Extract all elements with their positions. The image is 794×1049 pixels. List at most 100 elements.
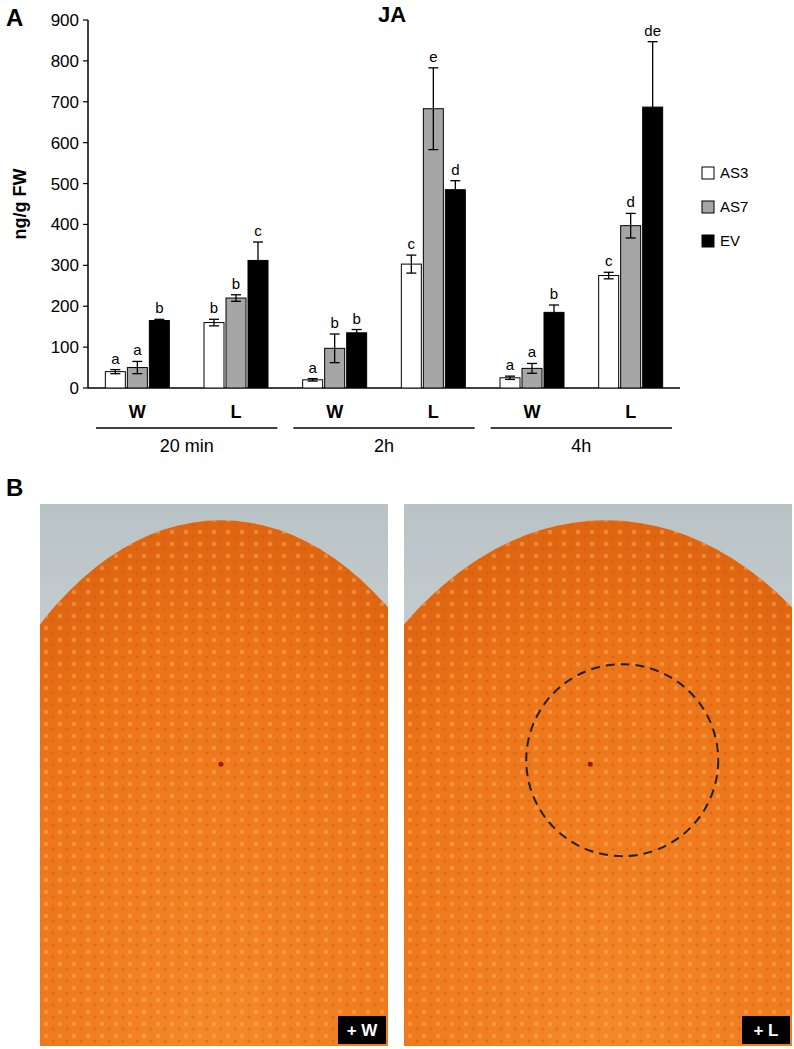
error-bar-cap — [231, 294, 241, 295]
error-bar-cap — [308, 380, 318, 381]
error-bar-cap — [209, 325, 219, 326]
error-bar-stem — [433, 68, 434, 150]
figure: AJAng/g FW0100200300400500600700800900ab… — [0, 0, 794, 1049]
group-bracket — [293, 427, 474, 428]
significance-letter: a — [528, 343, 537, 360]
bar — [226, 298, 246, 388]
y-tick — [83, 387, 88, 388]
error-bar-cap — [648, 172, 658, 173]
y-tick-label: 400 — [51, 215, 79, 234]
error-bar — [626, 213, 636, 238]
error-bar — [406, 255, 416, 273]
error-bar-stem — [137, 361, 138, 373]
error-bar-cap — [604, 278, 614, 279]
error-bar — [527, 363, 537, 373]
significance-letter: c — [254, 222, 262, 239]
error-bar-cap — [428, 67, 438, 68]
error-bar-stem — [356, 330, 357, 337]
x-tick-label: L — [428, 402, 439, 422]
error-bar-cap — [352, 335, 362, 336]
error-bar — [428, 68, 438, 150]
error-bar-cap — [549, 304, 559, 305]
bar — [544, 312, 564, 388]
bar — [347, 333, 367, 388]
x-tick-label: L — [231, 402, 242, 422]
error-bar-stem — [531, 363, 532, 373]
legend-label: EV — [720, 232, 740, 249]
significance-letter: b — [330, 314, 338, 331]
significance-letter: c — [408, 235, 416, 252]
error-bar-cap — [428, 149, 438, 150]
wound-site — [218, 762, 223, 767]
error-bar-cap — [209, 319, 219, 320]
error-bar-cap — [352, 329, 362, 330]
photo-label: + L — [753, 1021, 778, 1040]
error-bar — [308, 379, 318, 381]
bar — [149, 321, 169, 388]
significance-letter: b — [155, 299, 163, 316]
y-tick-label: 700 — [51, 93, 79, 112]
error-bar-cap — [308, 378, 318, 379]
significance-letter: b — [550, 285, 558, 302]
error-bar-cap — [406, 272, 416, 273]
significance-letter: d — [451, 161, 459, 178]
x-tick-label: W — [524, 402, 541, 422]
error-bar-cap — [330, 333, 340, 334]
error-bar-cap — [505, 379, 515, 380]
error-bar-cap — [604, 272, 614, 273]
error-bar-cap — [450, 180, 460, 181]
treated-area-circle — [526, 664, 718, 856]
error-bar — [110, 370, 120, 374]
error-bar-cap — [527, 373, 537, 374]
y-tick-label: 600 — [51, 134, 79, 153]
error-bar — [604, 272, 614, 279]
error-bar-stem — [257, 242, 258, 279]
x-axis-line — [88, 387, 680, 389]
photo — [40, 504, 388, 1046]
panel-label: A — [6, 4, 23, 31]
error-bar-cap — [154, 319, 164, 320]
fruit-texture — [40, 520, 388, 1046]
error-bar-cap — [450, 198, 460, 199]
error-bar-stem — [652, 42, 653, 173]
group-bracket — [96, 427, 277, 428]
significance-letter: de — [644, 22, 661, 39]
error-bar-stem — [411, 255, 412, 273]
error-bar — [352, 330, 362, 337]
error-bar-stem — [213, 319, 214, 326]
group-label: 4h — [571, 436, 591, 456]
y-tick-label: 500 — [51, 175, 79, 194]
group-bracket — [491, 427, 672, 428]
photo-label-box — [338, 1016, 386, 1044]
error-bar-cap — [110, 369, 120, 370]
error-bar-cap — [132, 361, 142, 362]
error-bar — [231, 295, 241, 302]
legend-swatch — [702, 167, 714, 179]
y-tick-label: 300 — [51, 256, 79, 275]
error-bar-cap — [626, 213, 636, 214]
error-bar-cap — [132, 373, 142, 374]
error-bar-cap — [154, 321, 164, 322]
y-tick — [83, 101, 88, 102]
bar — [303, 380, 323, 388]
y-tick — [83, 224, 88, 225]
error-bar-cap — [231, 301, 241, 302]
error-bar-cap — [527, 363, 537, 364]
panel-label: B — [6, 474, 23, 501]
error-bar — [450, 181, 460, 199]
error-bar-cap — [406, 254, 416, 255]
y-tick-label: 900 — [51, 11, 79, 30]
error-bar — [505, 376, 515, 379]
error-bar — [132, 361, 142, 373]
error-bar-stem — [608, 272, 609, 279]
y-tick-label: 0 — [70, 379, 79, 398]
photo-label: + W — [347, 1021, 379, 1040]
fruit — [404, 520, 792, 1046]
error-bar-stem — [235, 295, 236, 302]
x-tick-label: W — [326, 402, 343, 422]
significance-letter: b — [232, 275, 240, 292]
y-tick-label: 200 — [51, 297, 79, 316]
error-bar-cap — [110, 373, 120, 374]
wound-site — [588, 762, 593, 767]
error-bar-stem — [455, 181, 456, 199]
